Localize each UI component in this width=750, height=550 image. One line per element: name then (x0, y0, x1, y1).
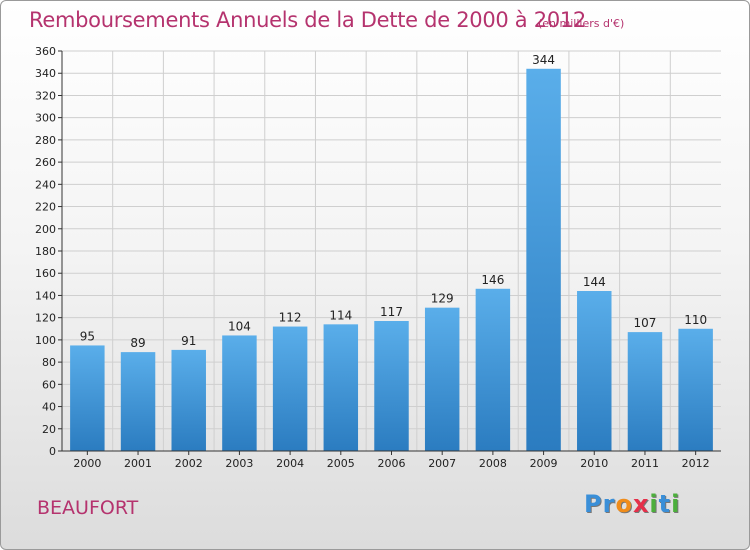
y-tick-label: 0 (49, 445, 56, 458)
y-tick-label: 280 (35, 134, 56, 147)
y-tick-label: 260 (35, 156, 56, 169)
bar (526, 68, 561, 452)
axes: 0 20 40 60 80 100 120 140 160 180 200 220 240 260 280 3… (35, 45, 721, 470)
bar (323, 324, 359, 451)
commune-name: BEAUFORT (37, 497, 139, 519)
bar (424, 307, 460, 451)
x-tick-label: 2007 (428, 457, 456, 470)
data-label: 144 (583, 275, 606, 289)
proxiti-logo: Proxiti (584, 490, 680, 518)
logo-letter: x (632, 490, 650, 518)
logo-letter: i (671, 490, 681, 518)
chart-title: Remboursements Annuels de la Dette de 20… (29, 8, 586, 32)
data-label: 344 (532, 53, 555, 67)
bars (70, 68, 713, 452)
y-tick-label: 300 (35, 112, 56, 125)
chart-subtitle: (en milliers d'€) (538, 17, 625, 30)
bar (272, 326, 308, 451)
logo-letter: o (615, 490, 633, 518)
data-label: 129 (431, 292, 454, 306)
data-label: 117 (380, 305, 403, 319)
y-tick-label: 160 (35, 267, 56, 280)
data-label: 91 (181, 334, 196, 348)
data-label: 89 (130, 336, 145, 350)
x-tick-label: 2000 (73, 457, 101, 470)
data-labels: 95 89 91 104 112 114 117 129 146 344 144 107 110 (80, 53, 707, 350)
data-label: 104 (228, 319, 251, 333)
y-tick-label: 100 (35, 334, 56, 347)
bar (120, 352, 156, 451)
data-label: 112 (279, 311, 302, 325)
x-tick-label: 2006 (378, 457, 406, 470)
y-tick-label: 340 (35, 67, 56, 80)
y-tick-label: 40 (42, 401, 56, 414)
y-tick-label: 320 (35, 89, 56, 102)
data-label: 110 (684, 313, 707, 327)
x-tick-label: 2010 (580, 457, 608, 470)
y-tick-label: 80 (42, 356, 56, 369)
bar (374, 321, 409, 451)
bar (678, 328, 713, 451)
data-label: 107 (634, 316, 657, 330)
x-tick-label: 2004 (276, 457, 304, 470)
bar (627, 332, 663, 451)
y-tick-label: 120 (35, 312, 56, 325)
x-tick-label: 2009 (530, 457, 558, 470)
y-tick-label: 220 (35, 201, 56, 214)
logo-letter: t (658, 490, 672, 518)
x-tick-label: 2008 (479, 457, 507, 470)
bar (475, 288, 511, 451)
x-tick-label: 2011 (631, 457, 659, 470)
y-tick-label: 200 (35, 223, 56, 236)
x-tick-label: 2005 (327, 457, 355, 470)
data-label: 146 (481, 273, 504, 287)
logo-letter: i (649, 490, 659, 518)
y-tick-label: 180 (35, 245, 56, 258)
y-tick-label: 140 (35, 289, 56, 302)
bar (171, 349, 206, 451)
x-tick-label: 2001 (124, 457, 152, 470)
logo-letter: P (584, 490, 603, 518)
bar (577, 291, 612, 451)
x-tick-label: 2002 (175, 457, 203, 470)
bar (70, 345, 105, 451)
data-label: 95 (80, 329, 95, 343)
y-tick-label: 20 (42, 423, 56, 436)
x-tick-label: 2003 (225, 457, 253, 470)
y-tick-label: 360 (35, 45, 56, 58)
bar (222, 335, 257, 451)
data-label: 114 (329, 308, 352, 322)
y-tick-label: 240 (35, 178, 56, 191)
y-tick-label: 60 (42, 378, 56, 391)
logo-letter: r (602, 490, 616, 518)
x-tick-label: 2012 (682, 457, 710, 470)
